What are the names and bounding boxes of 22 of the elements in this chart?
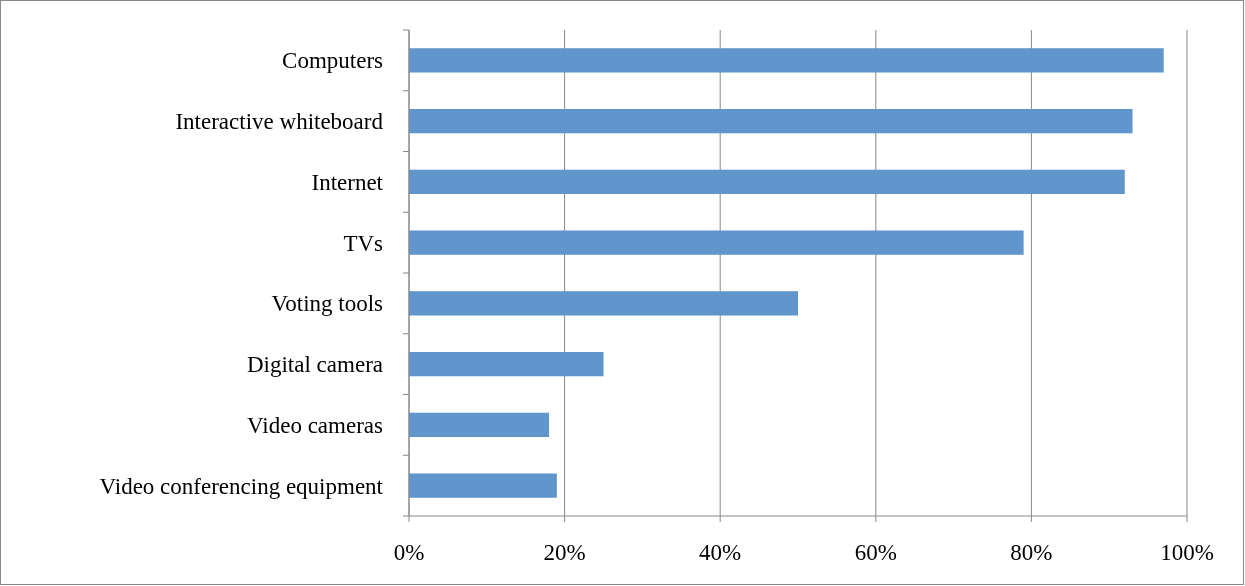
x-tick-label: 80%: [1010, 540, 1053, 565]
bar: [409, 473, 557, 498]
y-tick-label: Internet: [311, 169, 384, 195]
bar: [409, 351, 604, 377]
y-tick-label: Video cameras: [247, 412, 384, 438]
y-tick-label: Voting tools: [271, 291, 384, 317]
y-tick-label: Video conferencing equipment: [99, 473, 384, 499]
bar: [409, 412, 550, 438]
x-tick-label: 60%: [854, 540, 897, 565]
x-tick-label: 40%: [699, 540, 742, 565]
x-tick-label: 100%: [1160, 540, 1214, 565]
y-tick-label: Digital camera: [246, 352, 383, 378]
x-tick-label: 0%: [393, 540, 425, 565]
bar: [409, 169, 1125, 195]
y-tick-label: TVs: [343, 230, 384, 256]
x-tick-label: 20%: [543, 540, 586, 565]
bar: [409, 291, 798, 316]
bar: [409, 230, 1024, 255]
bar: [409, 108, 1133, 134]
y-tick-label: Interactive whiteboard: [175, 109, 384, 135]
bar: [409, 48, 1164, 73]
y-tick-label: Computers: [282, 48, 384, 74]
